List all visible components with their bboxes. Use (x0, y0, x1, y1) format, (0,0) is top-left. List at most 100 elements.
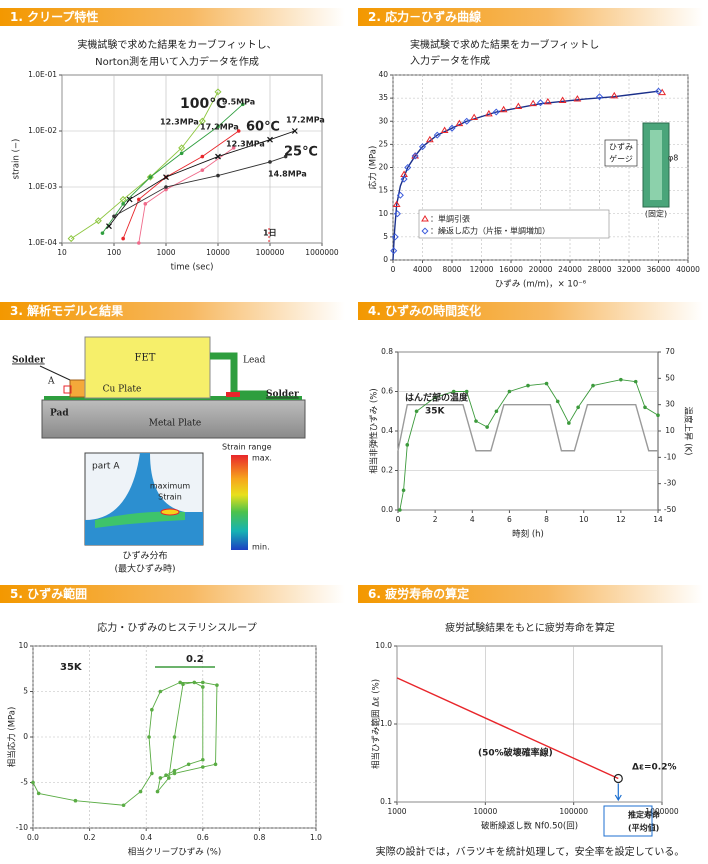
point (414, 409, 419, 414)
end-point (613, 773, 623, 784)
point (411, 151, 420, 159)
point (148, 175, 153, 179)
x-tick-label: 8000 (442, 265, 461, 274)
label: Solder (266, 390, 299, 400)
label: Strain range (222, 443, 272, 452)
label: Solder (12, 356, 45, 366)
x-tick-label: 4 (470, 515, 475, 524)
point (448, 124, 456, 132)
annotation: はんだ部の温度 (405, 392, 469, 404)
label: min. (252, 543, 270, 552)
label: Metal Plate (149, 419, 202, 429)
x-tick-label: 1000 (387, 807, 406, 816)
y2-tick-label: 70 (665, 347, 675, 356)
point (404, 163, 412, 172)
y-tick-label: 0.0 (381, 505, 393, 514)
y2-tick-label: -10 (664, 452, 676, 461)
panel-header (0, 8, 345, 26)
point (396, 191, 404, 199)
point (291, 128, 298, 134)
subtitle: 実機試験で求めた結果をカーブフィットし (410, 38, 599, 51)
point (391, 233, 399, 241)
point (215, 153, 221, 160)
point (595, 93, 604, 101)
point (393, 210, 401, 218)
y-tick-label: 0.2 (381, 466, 393, 475)
point (433, 131, 441, 139)
y-tick-label: 20 (378, 163, 388, 172)
x-tick-label: 12 (616, 515, 626, 524)
series-line (397, 403, 658, 452)
x-tick-label: 16000 (499, 265, 523, 274)
point (106, 223, 112, 230)
x-tick-label: 2 (433, 515, 438, 524)
point (164, 187, 168, 192)
point (147, 735, 151, 739)
subtitle: 入力データを作成 (410, 54, 490, 67)
x-tick-label: 100 (107, 248, 122, 257)
y-axis-label: 相当非弾性ひずみ (%) (369, 388, 380, 473)
specimen-neck (650, 130, 662, 200)
point (201, 757, 205, 762)
point (392, 200, 401, 207)
estimate-box (603, 805, 653, 837)
label: Lead (243, 356, 266, 366)
point (121, 803, 126, 808)
subtitle: 応力・ひずみのヒステリシスループ (97, 621, 256, 634)
point (536, 99, 545, 107)
y-tick-label: 5 (383, 232, 388, 241)
point (619, 377, 623, 382)
point (216, 173, 220, 178)
x-tick-label: 0.6 (197, 833, 209, 842)
point (137, 241, 141, 245)
point (143, 202, 148, 206)
legend-entry: ：単調引張 (430, 214, 470, 224)
point (591, 383, 595, 388)
point (485, 425, 489, 429)
y-axis-label: 相当応力 (MPa) (7, 707, 18, 768)
point (474, 419, 478, 423)
point (567, 421, 571, 425)
point (526, 383, 530, 388)
x-tick-label: 1000 (156, 248, 175, 257)
annotation: 12.3MPa (160, 118, 199, 127)
panel-header (358, 302, 703, 320)
point (186, 762, 191, 767)
point (231, 146, 236, 150)
panel-title: 2. 応力－ひずみ曲線 (368, 9, 481, 24)
y-tick-label: 30 (378, 116, 388, 125)
strain-field (95, 511, 185, 528)
point (214, 88, 222, 96)
legend-box (418, 209, 610, 239)
x-tick-label: 0 (391, 265, 396, 274)
point (236, 129, 241, 133)
x-tick-label: 1.0 (310, 833, 322, 842)
y-tick-label: 0.4 (381, 426, 393, 435)
point (73, 798, 78, 803)
point (100, 231, 105, 235)
point (484, 109, 493, 117)
annotation: 9.5MPa (222, 98, 255, 107)
metal-plate (41, 399, 306, 439)
y-tick-label: -5 (21, 778, 29, 787)
caption: (最大ひずみ時) (114, 563, 175, 575)
lead (210, 352, 268, 398)
y-tick-label: 10 (18, 641, 28, 650)
point (192, 680, 197, 685)
annotation: 25℃ (284, 145, 318, 160)
subtitle: 実機試験で求めた結果をカーブフィットし、 (77, 38, 276, 51)
max-strain-spot (160, 508, 180, 516)
point (494, 409, 499, 414)
x-tick-label: 8 (544, 515, 549, 524)
x-tick-label: 10000 (473, 807, 497, 816)
legend-entry: ：繰返し応力（片振・単調増加） (430, 226, 550, 236)
point (654, 87, 663, 95)
y-tick-label: 0.8 (381, 347, 393, 356)
y-tick-label: 35 (378, 93, 388, 102)
point (241, 102, 245, 107)
y-tick-label: 1.0E-03 (28, 182, 57, 191)
panel-title: 6. 疲労寿命の算定 (368, 586, 469, 601)
point (573, 95, 582, 102)
point (112, 214, 116, 219)
